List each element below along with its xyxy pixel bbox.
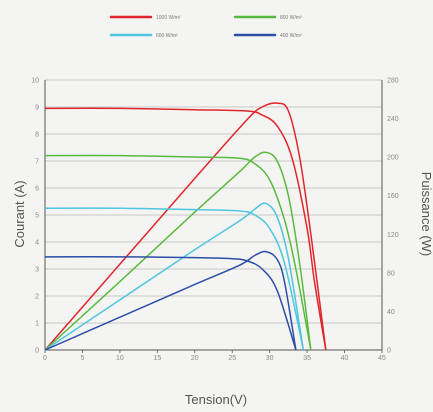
x-tick-label: 35 <box>303 355 311 362</box>
y-left-tick-label: 8 <box>35 132 39 139</box>
x-tick-label: 10 <box>116 355 124 362</box>
y-left-tick-label: 1 <box>35 321 39 328</box>
plot-area <box>44 102 327 351</box>
x-axis-title: Tension(V) <box>185 392 247 407</box>
y-left-tick-label: 10 <box>31 78 39 85</box>
y-left-tick-label: 7 <box>35 159 39 166</box>
y-right-tick-label: 200 <box>387 155 399 162</box>
series-current-line <box>44 154 312 351</box>
y-right-tick-label: 0 <box>387 348 391 355</box>
y-left-tick-label: 3 <box>35 267 39 274</box>
series-current-line <box>44 107 327 351</box>
gridlines <box>44 79 383 353</box>
y-right-tick-label: 40 <box>387 309 395 316</box>
legend-label: 800 W/m² <box>280 15 302 21</box>
x-tick-label: 30 <box>266 355 274 362</box>
y-left-tick-label: 0 <box>35 348 39 355</box>
y-right-tick-label: 160 <box>387 193 399 200</box>
x-tick-label: 20 <box>191 355 199 362</box>
y-left-tick-label: 5 <box>35 213 39 220</box>
x-tick-label: 5 <box>80 355 84 362</box>
y-axis-left-title: Courant (A) <box>12 180 27 247</box>
legend: 1000 W/m² 800 W/m² 600 W/m² 400 W/m² <box>109 15 302 39</box>
series-power-line <box>44 202 305 351</box>
series-current-line <box>44 207 305 351</box>
y-axis-right-title: Puissance (W) <box>419 172 433 257</box>
series-power-line <box>44 102 327 351</box>
y-left-tick-label: 4 <box>35 240 39 247</box>
legend-label: 600 W/m² <box>156 33 178 39</box>
x-tick-label: 45 <box>378 355 386 362</box>
x-tick-label: 25 <box>228 355 236 362</box>
y-left-tick-label: 2 <box>35 294 39 301</box>
x-tick-label: 15 <box>153 355 161 362</box>
series-current-line <box>44 256 297 351</box>
y-right-tick-label: 280 <box>387 78 399 85</box>
series-power-line <box>44 151 312 351</box>
series-power-line <box>44 250 297 351</box>
y-right-tick-label: 80 <box>387 270 395 277</box>
y-left-tick-label: 9 <box>35 105 39 112</box>
legend-label: 1000 W/m² <box>156 15 181 21</box>
x-tick-label: 0 <box>43 355 47 362</box>
y-right-tick-label: 240 <box>387 116 399 123</box>
x-tick-label: 40 <box>341 355 349 362</box>
y-left-tick-label: 6 <box>35 186 39 193</box>
y-right-tick-label: 120 <box>387 232 399 239</box>
legend-label: 400 W/m² <box>280 33 302 39</box>
